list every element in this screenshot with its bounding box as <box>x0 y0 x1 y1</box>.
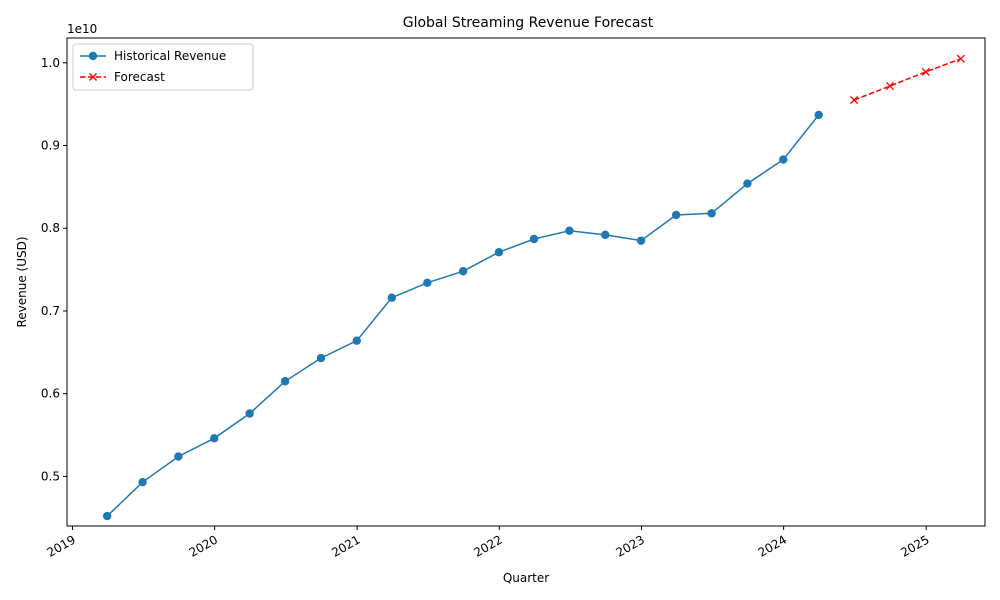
data-point <box>210 434 219 443</box>
legend-marker <box>88 51 98 61</box>
data-point <box>743 179 752 188</box>
data-point <box>565 226 574 235</box>
data-point <box>529 234 539 244</box>
x-tick-label: 2020 <box>187 532 220 559</box>
data-point <box>280 377 290 386</box>
legend: Historical Revenue Forecast <box>72 43 254 91</box>
data-point <box>458 267 468 276</box>
data-point <box>671 210 681 220</box>
data-point <box>956 54 965 63</box>
x-axis-label: Quarter <box>503 571 549 585</box>
y-tick-label: 0.7 <box>41 304 60 318</box>
legend-label: Historical Revenue <box>114 49 226 63</box>
data-point <box>245 409 254 418</box>
data-point <box>601 230 610 240</box>
x-tick-label: 2024 <box>756 532 789 559</box>
y-axis-label: Revenue (USD) <box>15 236 29 327</box>
x-tick-label: 2022 <box>471 532 504 559</box>
data-point <box>850 95 859 105</box>
data-point <box>814 110 823 120</box>
x-tick-label: 2025 <box>898 532 931 559</box>
x-tick-label: 2021 <box>329 532 362 559</box>
data-point <box>636 236 646 245</box>
y-offset-label: 1e10 <box>67 22 97 36</box>
legend-label: Forecast <box>114 70 165 84</box>
data-point <box>423 278 432 288</box>
data-point <box>885 81 895 91</box>
legend-box <box>72 43 254 91</box>
data-point <box>921 67 930 76</box>
legend-marker <box>89 73 97 81</box>
data-point <box>707 209 716 218</box>
series-line-1 <box>853 57 962 101</box>
y-tick-label: 1.0 <box>41 56 60 70</box>
data-point <box>174 452 183 461</box>
y-tick-label: 0.5 <box>41 469 60 483</box>
data-point <box>352 336 361 345</box>
chart-title: Global Streaming Revenue Forecast <box>403 15 654 31</box>
x-tick-label: 2023 <box>614 532 647 559</box>
y-tick-label: 0.9 <box>41 139 60 153</box>
x-tick-label: 2019 <box>44 532 77 559</box>
data-point <box>138 477 147 487</box>
plot-frame <box>66 37 986 527</box>
data-point <box>494 248 504 257</box>
data-point <box>387 293 397 302</box>
data-point <box>779 155 788 164</box>
data-point <box>316 353 326 363</box>
series-line-0 <box>106 114 820 517</box>
y-tick-label: 0.8 <box>41 221 60 235</box>
y-tick-label: 0.6 <box>41 387 60 401</box>
data-point <box>102 511 112 521</box>
